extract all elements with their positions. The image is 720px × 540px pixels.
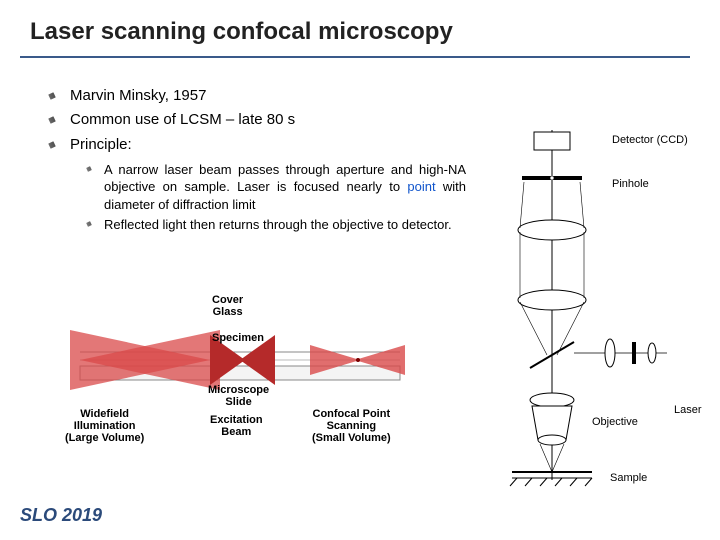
link-point[interactable]: point: [407, 179, 435, 194]
slide-title: Laser scanning confocal microscopy: [20, 18, 690, 58]
bullet-text: Principle:: [70, 136, 132, 153]
label-cover-glass: Cover Glass: [212, 294, 243, 318]
label-detector: Detector (CCD): [612, 134, 688, 146]
label-confocal: Confocal Point Scanning (Small Volume): [312, 408, 391, 444]
confocal-optical-path-diagram: Detector (CCD) Pinhole Objective Laser S…: [492, 120, 712, 500]
label-specimen: Specimen: [212, 332, 264, 344]
footer-text: SLO 2019: [20, 505, 102, 526]
label-sample: Sample: [610, 472, 647, 484]
sub-item: A narrow laser beam passes through apert…: [86, 161, 466, 214]
label-objective: Objective: [592, 416, 638, 428]
sub-list: A narrow laser beam passes through apert…: [86, 161, 466, 234]
label-microscope-slide: Microscope Slide: [208, 384, 269, 408]
sub-item: Reflected light then returns through the…: [86, 216, 466, 234]
label-excitation: Excitation Beam: [210, 414, 263, 438]
label-pinhole: Pinhole: [612, 178, 649, 190]
label-laser: Laser: [674, 404, 702, 416]
label-widefield: Widefield Illumination (Large Volume): [65, 408, 144, 444]
illumination-comparison-diagram: Cover Glass Specimen Microscope Slide Wi…: [60, 290, 420, 450]
bullet-text: Common use of LCSM – late 80 s: [70, 111, 295, 128]
bullet-text: Marvin Minsky, 1957: [70, 87, 206, 104]
sub-text: Reflected light then returns through the…: [104, 217, 452, 232]
bullet-item: Marvin Minsky, 1957: [48, 86, 690, 106]
